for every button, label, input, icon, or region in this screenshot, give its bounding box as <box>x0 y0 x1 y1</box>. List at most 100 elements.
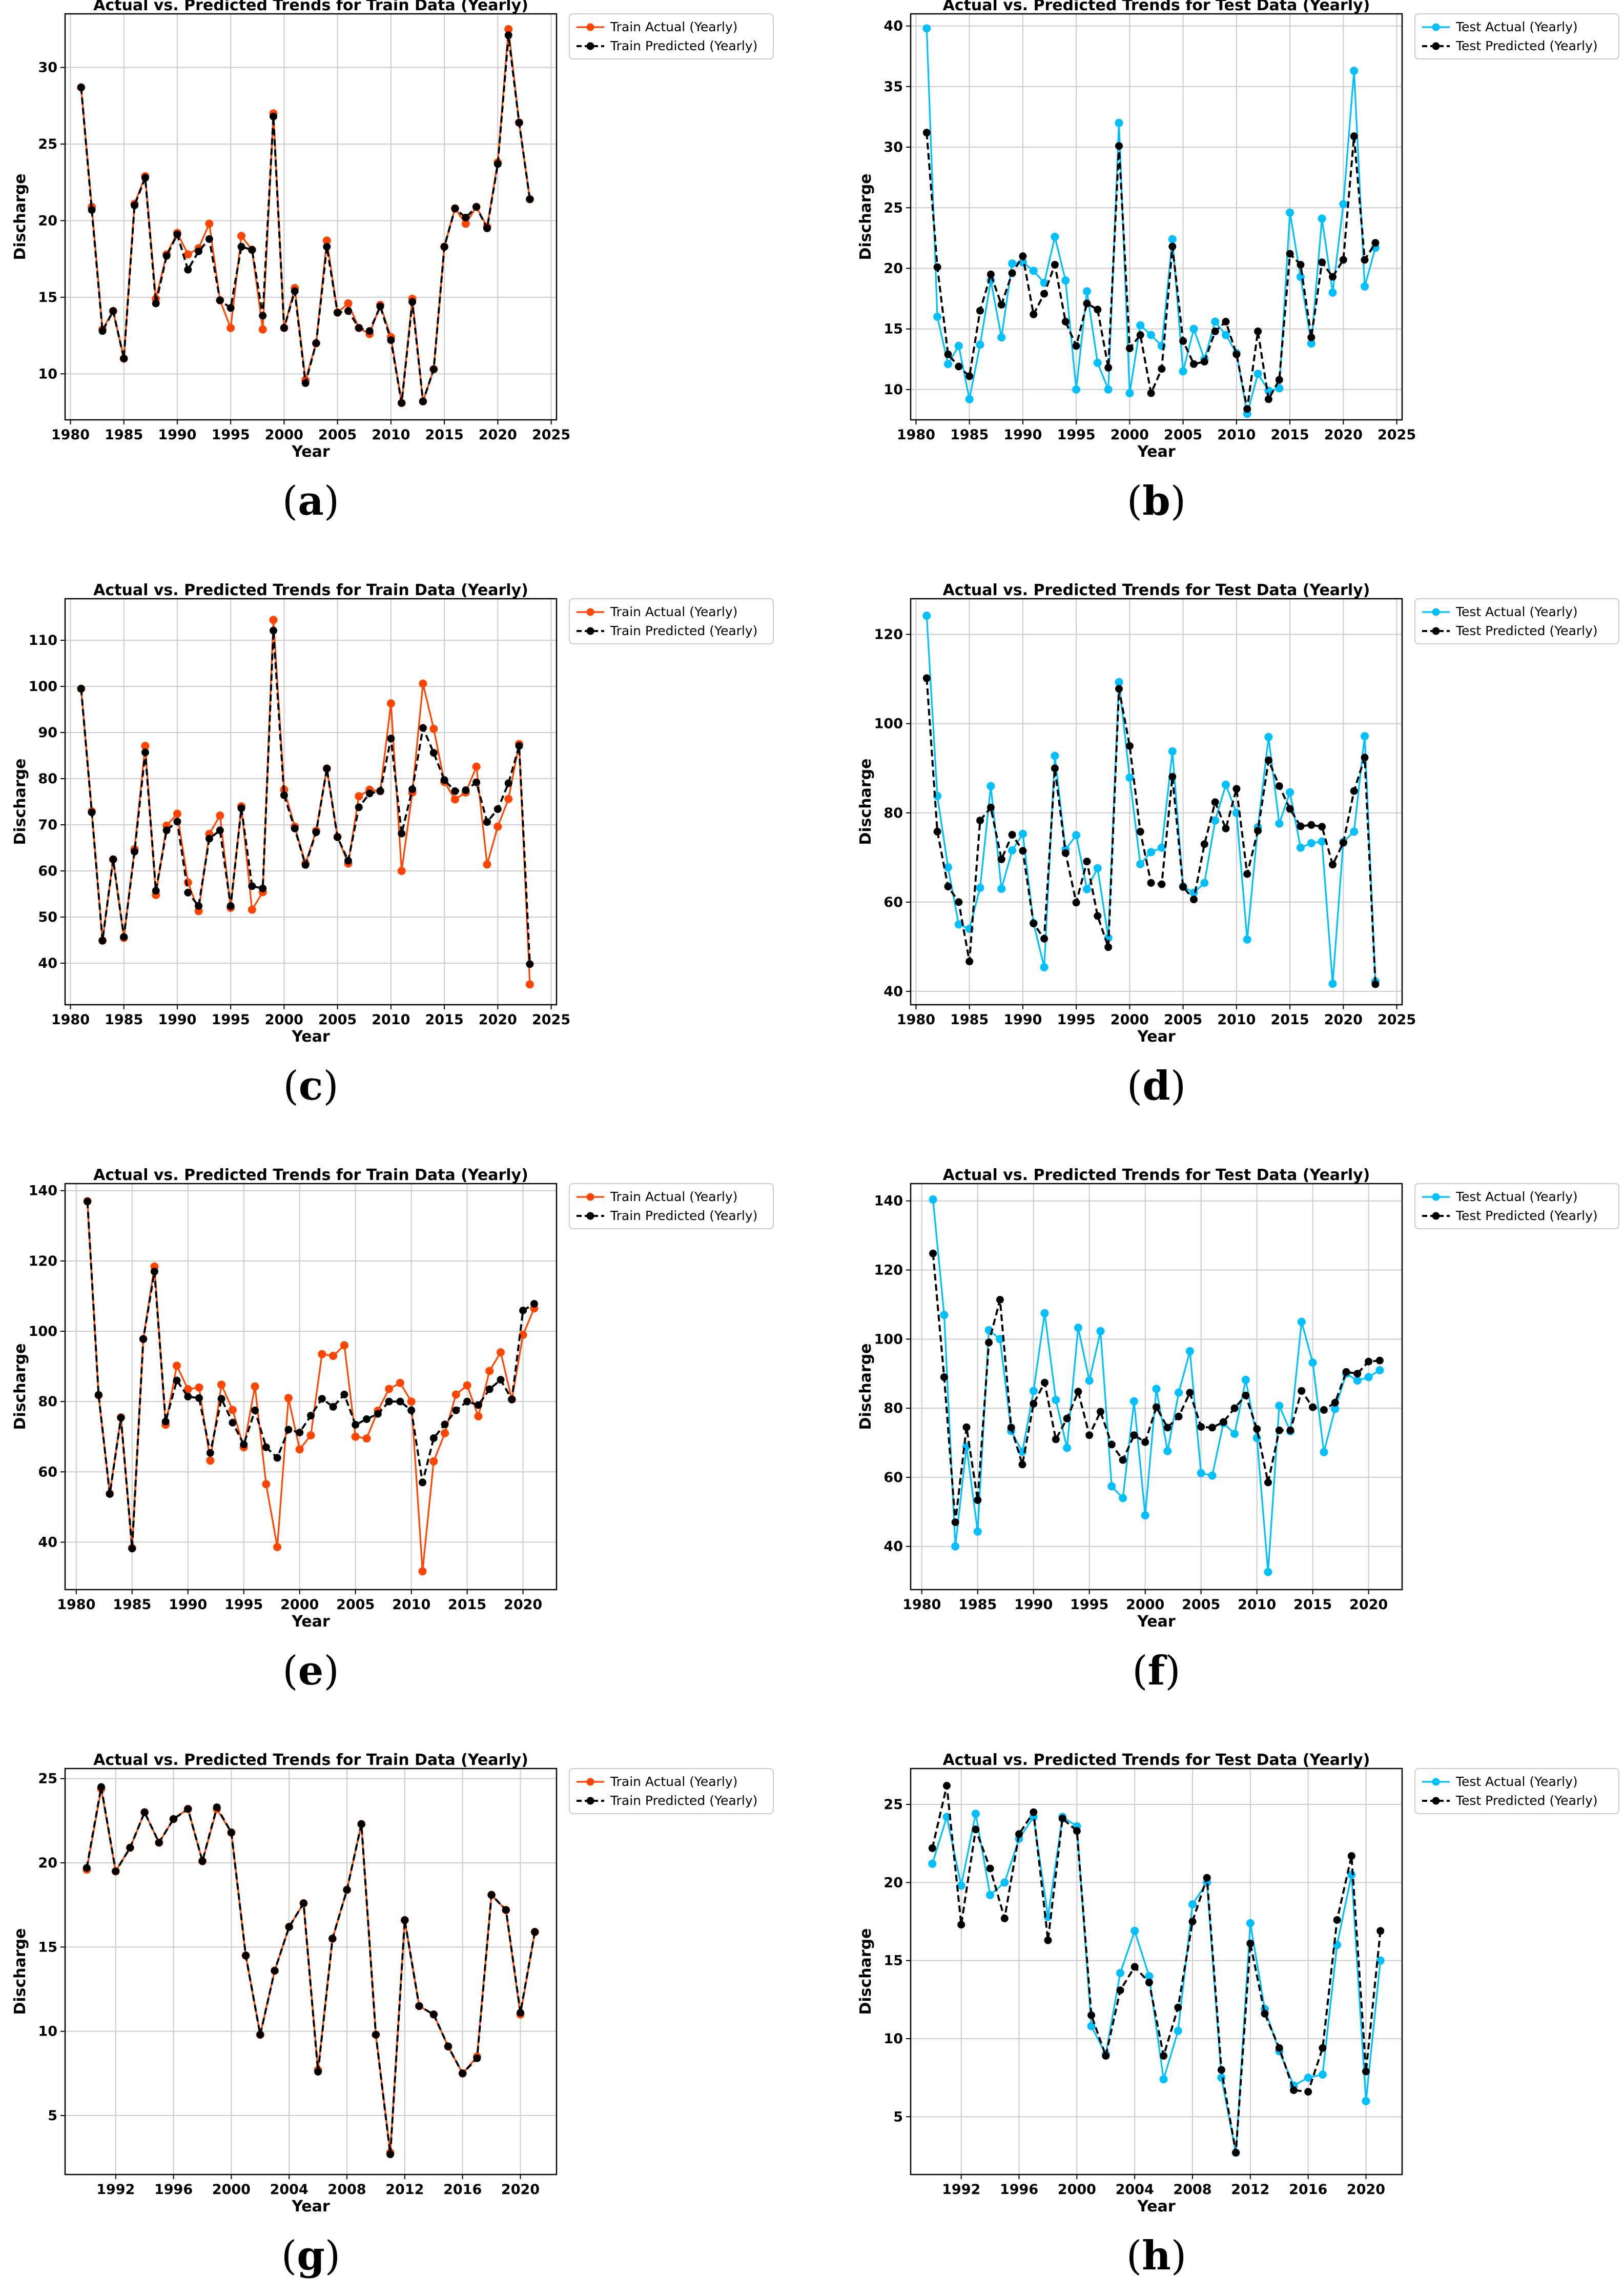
data-point-actual <box>1157 843 1166 852</box>
data-point-actual <box>1168 747 1177 756</box>
x-tick-label: 2000 <box>1058 2182 1096 2198</box>
data-point-predicted <box>398 829 406 838</box>
data-point-predicted <box>1174 2003 1182 2011</box>
x-axis-label: Year <box>291 2198 330 2216</box>
data-point-actual <box>485 1367 494 1375</box>
panel-caption: (a) <box>282 478 339 524</box>
data-point-predicted <box>1275 2044 1283 2052</box>
data-point-predicted <box>1008 830 1016 839</box>
data-point-actual <box>929 1195 937 1204</box>
x-tick-label: 1980 <box>897 427 935 443</box>
chart-panel-c: 1980 1985 1990 1995 2000 2005 2010 2015 2020 2025… <box>11 581 774 1109</box>
data-point-predicted <box>385 1397 393 1406</box>
legend-label-actual: Test Actual (Yearly) <box>1455 19 1578 34</box>
y-tick-label: 60 <box>38 863 57 879</box>
x-tick-label: 1980 <box>51 1012 90 1028</box>
data-point-predicted <box>97 1783 105 1791</box>
data-point-predicted <box>483 224 491 232</box>
data-point-predicted <box>1153 1403 1160 1411</box>
legend-marker-predicted <box>586 627 594 635</box>
data-point-predicted <box>462 214 470 221</box>
data-point-predicted <box>440 242 448 251</box>
data-point-predicted <box>396 1397 404 1406</box>
data-point-actual <box>1129 1397 1138 1406</box>
y-tick-label: 20 <box>883 1875 903 1891</box>
data-point-predicted <box>307 1412 315 1420</box>
data-point-predicted <box>957 1921 965 1929</box>
data-point-actual <box>273 1543 282 1551</box>
data-point-predicted <box>83 1864 91 1872</box>
data-point-predicted <box>109 307 117 315</box>
data-point-predicted <box>259 312 267 320</box>
data-point-predicted <box>1061 318 1070 326</box>
legend-label-actual: Train Actual (Yearly) <box>610 1189 737 1204</box>
data-point-predicted <box>291 287 299 295</box>
data-point-predicted <box>242 1952 250 1960</box>
y-tick-label: 40 <box>883 1539 903 1555</box>
y-tick-label: 110 <box>29 633 57 648</box>
data-point-predicted <box>1087 2011 1096 2019</box>
data-point-predicted <box>1115 685 1123 693</box>
data-point-predicted <box>986 1864 994 1873</box>
y-tick-label: 30 <box>38 60 57 76</box>
data-point-predicted <box>184 1805 192 1813</box>
data-point-actual <box>450 795 459 804</box>
y-tick-label: 15 <box>883 321 903 337</box>
data-point-predicted <box>1190 896 1198 904</box>
x-axis-label: Year <box>291 1028 330 1046</box>
data-point-predicted <box>259 884 267 892</box>
x-tick-label: 2020 <box>501 2182 540 2198</box>
data-point-actual <box>362 1434 371 1443</box>
y-tick-label: 70 <box>38 817 57 833</box>
data-point-actual <box>1072 385 1081 394</box>
data-point-actual <box>1147 331 1156 339</box>
data-point-actual <box>1246 1919 1255 1927</box>
data-point-predicted <box>962 1423 971 1431</box>
data-point-predicted <box>240 1440 248 1449</box>
x-tick-label: 1995 <box>1057 427 1096 443</box>
data-point-actual <box>1040 1309 1049 1317</box>
data-point-predicted <box>312 339 320 348</box>
x-tick-label: 2010 <box>1238 1597 1276 1613</box>
x-tick-label: 1990 <box>169 1597 207 1613</box>
data-point-predicted <box>472 778 481 786</box>
data-point-predicted <box>474 1401 482 1409</box>
data-point-actual <box>344 299 353 308</box>
x-tick-label: 2000 <box>1111 1012 1149 1028</box>
data-point-actual <box>976 884 984 892</box>
chart-panel-h: 1992 1996 2000 2004 2008 2012 2016 2020 5 10 15 20 2… <box>857 1751 1619 2279</box>
legend-label-predicted: Test Predicted (Yearly) <box>1455 1208 1598 1223</box>
data-point-actual <box>1130 1926 1139 1935</box>
panel-caption: (e) <box>282 1648 339 1694</box>
legend-marker-predicted <box>1432 627 1440 635</box>
data-point-predicted <box>487 1891 496 1899</box>
data-point-predicted <box>334 833 342 841</box>
legend-marker-actual <box>586 1193 594 1201</box>
data-point-predicted <box>1361 754 1369 762</box>
x-tick-label: 1990 <box>1003 427 1042 443</box>
chart-title: Actual vs. Predicted Trends for Train Da… <box>93 581 528 599</box>
data-point-predicted <box>1246 1939 1255 1947</box>
data-point-predicted <box>1163 1424 1171 1432</box>
y-tick-label: 120 <box>874 1263 903 1278</box>
data-point-predicted <box>1217 2066 1225 2074</box>
legend-label-actual: Test Actual (Yearly) <box>1455 1189 1578 1204</box>
data-point-actual <box>944 360 952 369</box>
y-tick-label: 30 <box>883 139 903 155</box>
data-point-predicted <box>1232 350 1241 358</box>
data-point-actual <box>441 1429 449 1437</box>
data-point-predicted <box>1242 1391 1250 1399</box>
data-point-predicted <box>1371 239 1380 247</box>
data-point-predicted <box>526 960 534 968</box>
data-point-predicted <box>974 1496 982 1504</box>
plot-frame <box>910 1183 1403 1591</box>
data-point-predicted <box>1019 847 1027 855</box>
data-point-predicted <box>1232 785 1241 793</box>
data-point-predicted <box>162 826 171 835</box>
x-tick-label: 2016 <box>443 2182 482 2198</box>
data-point-predicted <box>508 1395 516 1404</box>
data-point-predicted <box>1275 782 1283 790</box>
data-point-actual <box>1008 259 1017 268</box>
panel-caption-letter: f <box>1148 1648 1167 1694</box>
y-tick-label: 40 <box>883 984 903 1000</box>
